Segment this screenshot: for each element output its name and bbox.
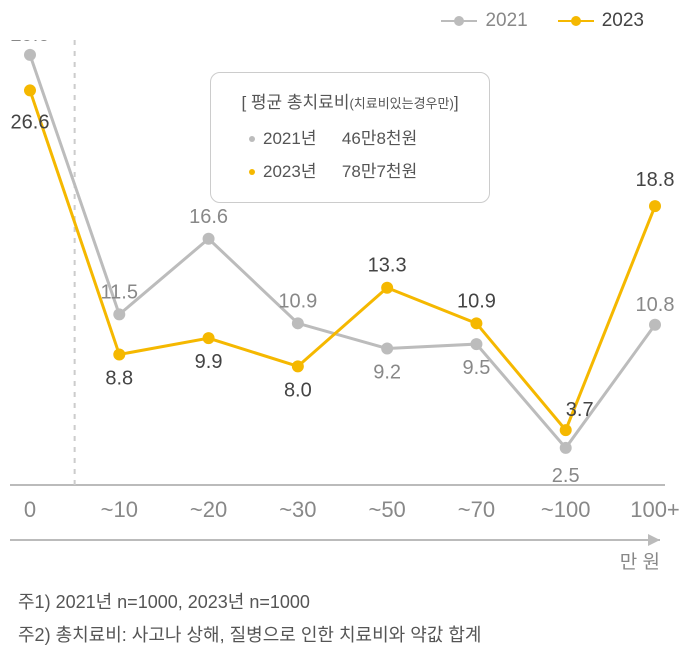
average-cost-box: [ 평균 총치료비(치료비있는경우만)] 2021년 46만8천원 2023년 … (210, 72, 490, 203)
footnote-2: 주2) 총치료비: 사고나 상해, 질병으로 인한 치료비와 약값 합계 (18, 619, 481, 651)
data-label-2023: 3.7 (566, 399, 594, 421)
info-row-2021: 2021년 46만8천원 (229, 123, 471, 155)
data-label-2023: 18.8 (636, 169, 675, 191)
series-marker-2023 (649, 200, 661, 212)
series-marker-2021 (470, 338, 482, 350)
series-marker-2021 (292, 317, 304, 329)
x-tick-label: ~50 (368, 497, 405, 522)
data-label-2021: 16.6 (189, 206, 228, 228)
series-marker-2021 (113, 308, 125, 320)
data-label-2021: 2.5 (552, 465, 580, 487)
series-marker-2023 (113, 348, 125, 360)
bullet-2023 (249, 169, 255, 175)
data-label-2021: 9.2 (373, 362, 401, 384)
data-label-2023: 8.8 (105, 367, 133, 389)
chart-container: 2021 2023 0 ~10 ~20 ~30 ~50 ~70 ~100 100+ 만 원 29.… (0, 0, 684, 669)
series-marker-2023 (470, 317, 482, 329)
x-axis-unit: 만 원 (620, 551, 660, 570)
info-row-2023: 2023년 78만7천원 (229, 156, 471, 188)
data-label-2023: 13.3 (368, 255, 407, 277)
legend-label-2023: 2023 (602, 10, 644, 32)
series-marker-2023 (292, 360, 304, 372)
x-tick-label: 100+ (630, 497, 680, 522)
legend-label-2021: 2021 (485, 10, 527, 32)
info-title-main: [ 평균 총치료비 (241, 93, 349, 112)
x-tick-label: ~100 (541, 497, 591, 522)
info-title-close: ] (454, 93, 459, 112)
series-marker-2023 (203, 332, 215, 344)
legend-marker-2023 (558, 20, 594, 22)
x-tick-label: ~70 (458, 497, 495, 522)
data-label-2021: 10.9 (278, 290, 317, 312)
series-marker-2021 (560, 442, 572, 454)
info-2021-value: 46만8천원 (342, 123, 417, 155)
series-marker-2021 (203, 233, 215, 245)
series-marker-2023 (381, 282, 393, 294)
series-marker-2021 (381, 343, 393, 355)
info-2023-year: 2023년 (263, 156, 316, 188)
info-2023-value: 78만7천원 (342, 156, 417, 188)
info-box-title: [ 평균 총치료비(치료비있는경우만)] (229, 87, 471, 119)
series-marker-2021 (24, 49, 36, 61)
x-tick-label: ~20 (190, 497, 227, 522)
footnote-1: 주1) 2021년 n=1000, 2023년 n=1000 (18, 586, 481, 618)
legend-item-2021: 2021 (441, 10, 527, 32)
x-tick-label: ~30 (279, 497, 316, 522)
data-label-2023: 9.9 (195, 351, 223, 373)
info-2021-year: 2021년 (263, 123, 316, 155)
series-marker-2021 (649, 319, 661, 331)
data-label-2023: 8.0 (284, 379, 312, 401)
legend: 2021 2023 (441, 10, 644, 32)
footnotes: 주1) 2021년 n=1000, 2023년 n=1000 주2) 총치료비:… (18, 586, 481, 651)
legend-item-2023: 2023 (558, 10, 644, 32)
legend-marker-2021 (441, 20, 477, 22)
data-label-2021: 11.5 (101, 281, 138, 303)
info-title-small: (치료비있는경우만) (349, 96, 453, 111)
series-marker-2023 (560, 424, 572, 436)
x-tick-label: 0 (24, 497, 36, 522)
data-label-2021: 29.0 (11, 40, 50, 46)
series-marker-2023 (24, 84, 36, 96)
x-tick-label: ~10 (101, 497, 138, 522)
data-label-2023: 10.9 (457, 290, 496, 312)
data-label-2023: 26.6 (11, 111, 50, 133)
data-label-2021: 10.8 (636, 294, 675, 316)
data-label-2021: 9.5 (463, 357, 491, 379)
bullet-2021 (249, 136, 255, 142)
